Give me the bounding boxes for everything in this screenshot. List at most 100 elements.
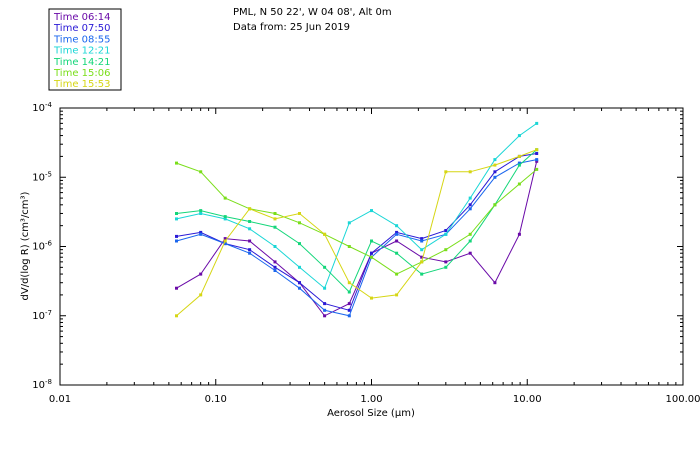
data-point (444, 248, 448, 252)
y-axis-label: dV/d(log R) (cm³/cm³) (20, 191, 31, 300)
data-point (175, 161, 178, 165)
data-point (298, 221, 301, 225)
data-point (517, 163, 521, 167)
data-point (517, 182, 521, 186)
data-point (248, 207, 252, 211)
data-point (347, 314, 351, 318)
data-point (273, 260, 277, 264)
x-axis-label: Aerosol Size (μm) (327, 408, 415, 419)
y-tick-label: 10-5 (32, 170, 52, 183)
data-point (273, 212, 277, 215)
data-point (535, 152, 539, 155)
y-tick-label: 10-6 (32, 240, 52, 253)
data-point (517, 134, 521, 138)
x-tick-label: 0.10 (205, 394, 227, 405)
chart-subtitle: Data from: 25 Jun 2019 (233, 22, 350, 33)
data-point (175, 234, 178, 238)
data-point (273, 217, 277, 221)
data-point (444, 260, 448, 264)
data-point (248, 220, 252, 223)
data-point (535, 158, 539, 162)
legend-item: Time 15:53 (53, 79, 110, 90)
data-point (223, 196, 227, 200)
data-point (273, 225, 277, 229)
data-point (395, 224, 399, 228)
data-point (420, 272, 424, 276)
data-point (370, 209, 373, 213)
data-point (223, 215, 227, 219)
data-point (468, 239, 472, 243)
data-point (535, 121, 539, 125)
data-point (370, 255, 373, 259)
x-tick-label: 1.00 (360, 394, 382, 405)
data-point (223, 217, 227, 221)
x-tick-label: 10.00 (513, 394, 542, 405)
series-7 (175, 148, 539, 318)
data-point (298, 281, 301, 285)
data-point (298, 286, 301, 290)
series-line (176, 159, 537, 317)
chart-title: PML, N 50 22', W 04 08', Alt 0m (233, 7, 392, 18)
data-point (420, 239, 424, 243)
data-point (444, 229, 448, 232)
data-point (323, 314, 327, 318)
data-point (420, 237, 424, 241)
data-point (223, 242, 227, 246)
data-point (175, 212, 178, 215)
data-point (493, 163, 497, 167)
legend-item: Time 07:50 (53, 23, 110, 34)
series-line (176, 122, 537, 290)
x-axis: 0.01 0.10 1.00 10.00 100.00 (49, 108, 700, 405)
data-point (223, 237, 227, 241)
data-point (468, 203, 472, 207)
data-point (175, 217, 178, 221)
data-point (493, 203, 497, 207)
data-point (298, 242, 301, 246)
x-tick-label: 0.01 (49, 394, 71, 405)
data-point (323, 302, 327, 306)
legend-item: Time 15:06 (53, 68, 110, 79)
series-line (176, 153, 537, 311)
data-point (517, 154, 521, 158)
data-point (395, 251, 399, 255)
data-point (444, 232, 448, 236)
series-line (176, 161, 538, 317)
data-point (199, 230, 203, 234)
series-line (176, 162, 538, 275)
data-point (517, 161, 521, 165)
data-point (493, 170, 497, 174)
data-point (199, 170, 203, 174)
legend-frame (48, 8, 122, 91)
series-5 (175, 148, 539, 294)
data-point (535, 159, 539, 163)
y-tick-label: 10-7 (32, 309, 52, 322)
data-point (323, 308, 327, 312)
series-1 (175, 159, 539, 318)
data-point (273, 269, 277, 272)
legend-item: Time 06:14 (53, 12, 110, 23)
data-point (370, 251, 373, 255)
y-tick-label: 10-4 (32, 101, 52, 114)
data-point (395, 293, 399, 297)
data-point (347, 290, 351, 294)
series-6 (175, 161, 539, 276)
data-point (444, 170, 448, 174)
data-point (517, 232, 521, 236)
series-line (176, 149, 538, 293)
data-point (175, 314, 178, 318)
data-point (347, 308, 351, 312)
legend-item: Time 12:21 (53, 46, 110, 57)
data-point (175, 286, 178, 290)
data-point (535, 148, 539, 152)
data-point (370, 296, 373, 300)
plot-frame (59, 107, 684, 386)
data-point (199, 212, 203, 215)
data-point (323, 265, 327, 269)
data-point (395, 272, 399, 276)
data-point (468, 196, 472, 200)
data-point (298, 212, 301, 215)
data-point (248, 227, 252, 231)
data-point (199, 209, 203, 213)
